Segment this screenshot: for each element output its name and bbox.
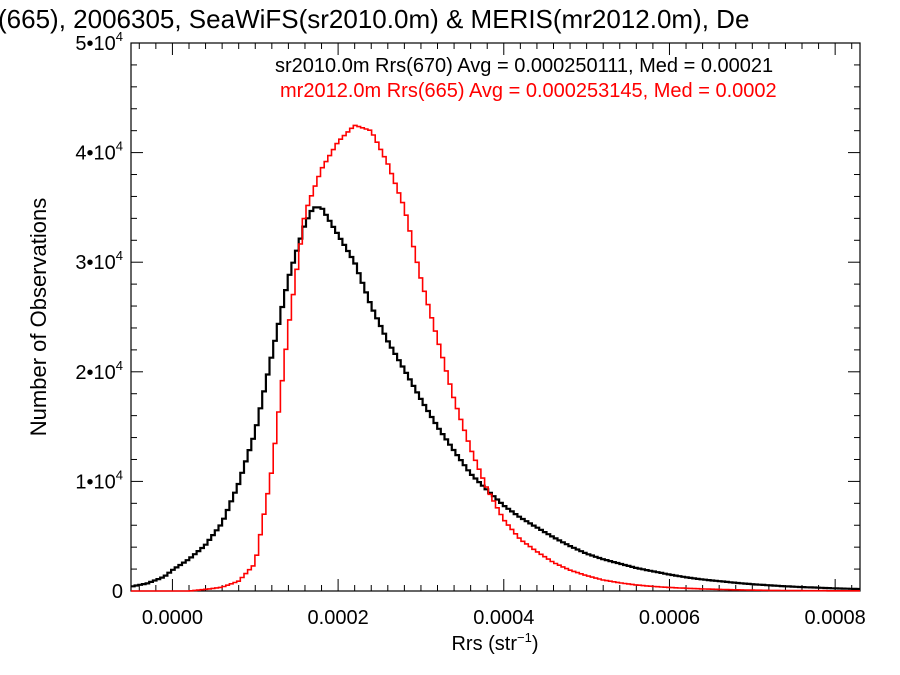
series-line-2 (131, 124, 860, 592)
plot-area-border (130, 42, 861, 592)
x-axis-label-exponent: −1 (517, 630, 532, 645)
y-tick-label: 1•104 (75, 467, 123, 493)
x-tick-label: 0.0000 (142, 607, 203, 629)
y-axis-label: Number of Observations (26, 198, 51, 436)
legend: sr2010.0m Rrs(670) Avg = 0.000250111, Me… (275, 55, 777, 102)
x-axis-label: Rrs (str−1) (451, 630, 538, 655)
x-tick-label: 0.0004 (473, 607, 534, 629)
x-axis-label-close: ) (532, 633, 539, 655)
y-tick-label: 3•104 (75, 248, 123, 274)
x-axis: 0.0000 0.0002 0.0004 0.0006 0.0008 (142, 43, 866, 629)
legend-entry-1: sr2010.0m Rrs(670) Avg = 0.000250111, Me… (275, 55, 773, 77)
y-tick-label: 0 (112, 581, 123, 603)
y-tick-label: 2•104 (75, 358, 123, 384)
x-tick-label: 0.0002 (308, 607, 369, 629)
chart-title: (665), 2006305, SeaWiFS(sr2010.0m) & MER… (0, 4, 749, 34)
x-tick-label: 0.0008 (805, 607, 866, 629)
plot-frame (130, 42, 861, 592)
y-tick-label: 5•104 (75, 29, 123, 55)
x-tick-label: 0.0006 (639, 607, 700, 629)
series-layer (131, 124, 860, 592)
minor-ticks (131, 43, 860, 591)
series-line-1 (131, 206, 860, 591)
legend-entry-2: mr2012.0m Rrs(665) Avg = 0.000253145, Me… (280, 80, 777, 102)
y-axis: 0 1•104 2•104 3•104 4•104 5•104 (75, 29, 860, 603)
y-tick-label: 4•104 (75, 139, 123, 165)
